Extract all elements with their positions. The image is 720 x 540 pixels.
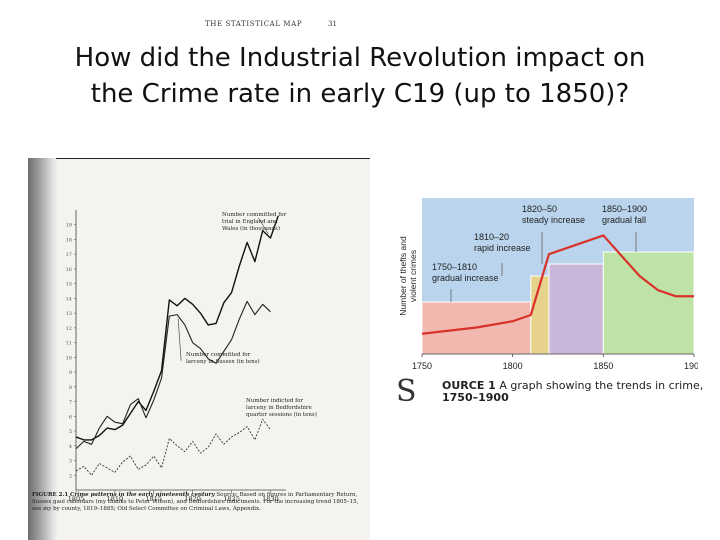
source-number: OURCE 1 xyxy=(442,379,496,392)
period-label-years: 1750–1810 xyxy=(432,262,477,272)
figure-caption: FIGURE 2.1 Crime patterns in the early n… xyxy=(32,492,362,513)
series-line-2 xyxy=(75,300,271,450)
period-band xyxy=(548,263,604,355)
source-letter: S xyxy=(396,374,417,409)
x-tick-label: 1805 xyxy=(68,495,85,503)
y-tick-label: 18 xyxy=(66,237,72,243)
series-line-1 xyxy=(75,215,279,441)
source-caption-line-1: OURCE 1 A graph showing the trends in cr… xyxy=(442,380,703,392)
annotation-line: larceny in Bedfordshire xyxy=(246,405,312,411)
annotation-bedfordshire: Number indicted for larceny in Bedfordsh… xyxy=(246,398,317,419)
annotation-line: Number committed for xyxy=(186,352,251,358)
annotation-england-wales: Number committed for trial in England an… xyxy=(222,212,286,233)
x-tick-label: 1825 xyxy=(223,495,240,503)
book-page-number: 31 xyxy=(328,20,337,28)
y-tick-label: 3 xyxy=(69,459,72,465)
x-tick-label: 1900 xyxy=(684,361,698,371)
x-tick-label: 1810 xyxy=(107,495,124,503)
x-tick-label: 1750 xyxy=(412,361,432,371)
period-label-years: 1810–20 xyxy=(474,232,509,242)
source-caption-text: A graph showing the trends in crime, xyxy=(499,379,704,392)
y-tick-label: 6 xyxy=(69,414,72,420)
y-tick-label: 7 xyxy=(69,400,72,406)
period-band xyxy=(602,251,695,355)
figure-caption-text: Source: Based on figures in Parliamentar… xyxy=(32,492,359,512)
annotation-line: Number committed for xyxy=(222,212,287,218)
figure-label: FIGURE 2.1 xyxy=(32,492,69,498)
y-tick-label: 5 xyxy=(69,429,72,435)
x-tick-label: 1830 xyxy=(262,495,279,503)
y-tick-label: 15 xyxy=(66,282,72,288)
source-caption: OURCE 1 A graph showing the trends in cr… xyxy=(442,380,703,404)
annotation-pointer xyxy=(258,217,269,235)
book-page-scan xyxy=(28,158,370,540)
series-line-3 xyxy=(75,418,271,476)
y-tick-label: 14 xyxy=(66,296,72,302)
annotation-line: trial in England and xyxy=(222,219,278,225)
period-label-text: rapid increase xyxy=(474,243,531,253)
y-tick-label: 2 xyxy=(69,473,72,479)
x-tick-label: 1815 xyxy=(146,495,163,503)
annotation-line: quarter sessions (in tens) xyxy=(246,412,317,418)
y-tick-label: 19 xyxy=(66,223,72,229)
y-axis-label-line-1: Number of thefts and xyxy=(398,236,408,316)
source-caption-years: 1750–1900 xyxy=(442,391,509,404)
y-tick-label: 17 xyxy=(66,252,72,258)
annotation-line: Wales (in thousands) xyxy=(222,226,280,232)
y-axis-label-line-2: violent crimes xyxy=(408,250,418,302)
x-tick-label: 1850 xyxy=(593,361,613,371)
annotation-pointer xyxy=(177,318,182,361)
annotation-sussex: Number committed for larceny in Sussex (… xyxy=(186,352,260,366)
period-label-text: gradual fall xyxy=(602,215,646,225)
y-tick-label: 13 xyxy=(66,311,72,317)
book-page-header: THE STATISTICAL MAP xyxy=(205,20,303,28)
x-tick-label: 1820 xyxy=(184,495,201,503)
period-label-years: 1820–50 xyxy=(522,204,557,214)
figure-title: Crime patterns in the early nineteenth c… xyxy=(69,492,215,498)
annotation-line: Number indicted for xyxy=(246,398,304,404)
period-label-text: gradual increase xyxy=(432,273,499,283)
title-line-1: How did the Industrial Revolution impact… xyxy=(74,43,646,73)
trend-line xyxy=(421,234,694,335)
book-spine-shadow xyxy=(28,158,58,540)
y-tick-label: 10 xyxy=(66,355,72,361)
y-tick-label: 4 xyxy=(69,444,72,450)
y-tick-label: 8 xyxy=(69,385,72,391)
x-tick-label: 1800 xyxy=(503,361,523,371)
period-label-text: steady increase xyxy=(522,215,585,225)
y-tick-label: 9 xyxy=(69,370,72,376)
y-axis-label: Number of thefts and violent crimes xyxy=(398,236,418,316)
page-top-rule xyxy=(56,158,370,159)
annotation-line: larceny in Sussex (in tens) xyxy=(186,359,260,365)
period-label-years: 1850–1900 xyxy=(602,204,647,214)
crime-patterns-chart: 2 3 4 5 6 7 8 9 10 11 12 13 14 15 16 17 18 19 1805 1810 1815… xyxy=(66,210,286,503)
y-tick-label: 12 xyxy=(66,326,72,332)
title-line-2: the Crime rate in early C19 (up to 1850)… xyxy=(90,79,630,109)
y-tick-label: 16 xyxy=(66,267,72,273)
slide-title: How did the Industrial Revolution impact… xyxy=(20,40,700,112)
y-tick-label: 11 xyxy=(66,341,72,347)
